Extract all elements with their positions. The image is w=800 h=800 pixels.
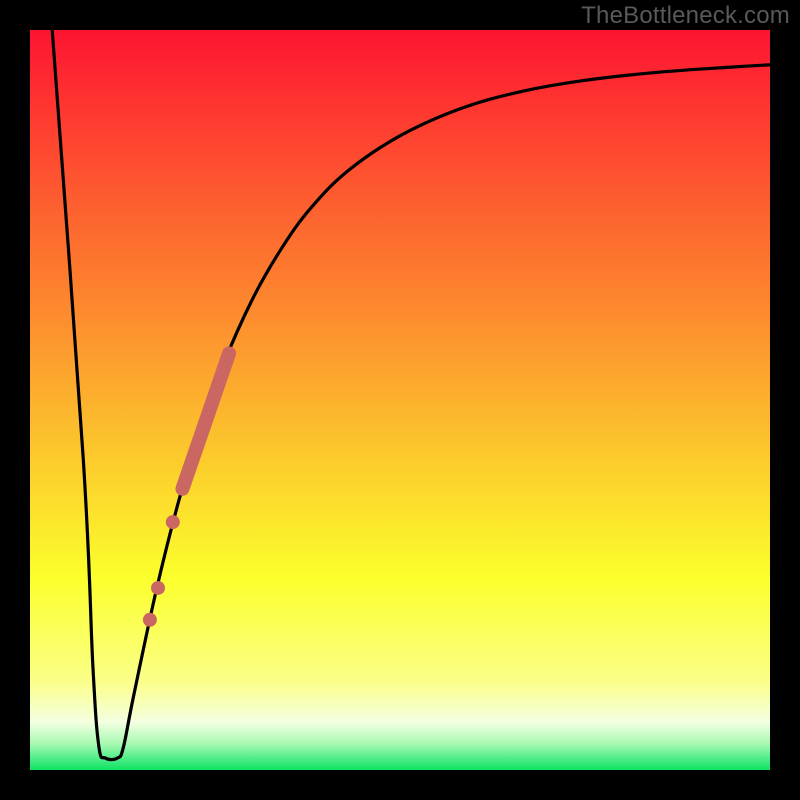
highlight-dot <box>151 581 165 595</box>
chart-stage: TheBottleneck.com <box>0 0 800 800</box>
highlight-dot <box>143 613 157 627</box>
highlight-dot <box>166 515 180 529</box>
bottleneck-chart <box>0 0 800 800</box>
